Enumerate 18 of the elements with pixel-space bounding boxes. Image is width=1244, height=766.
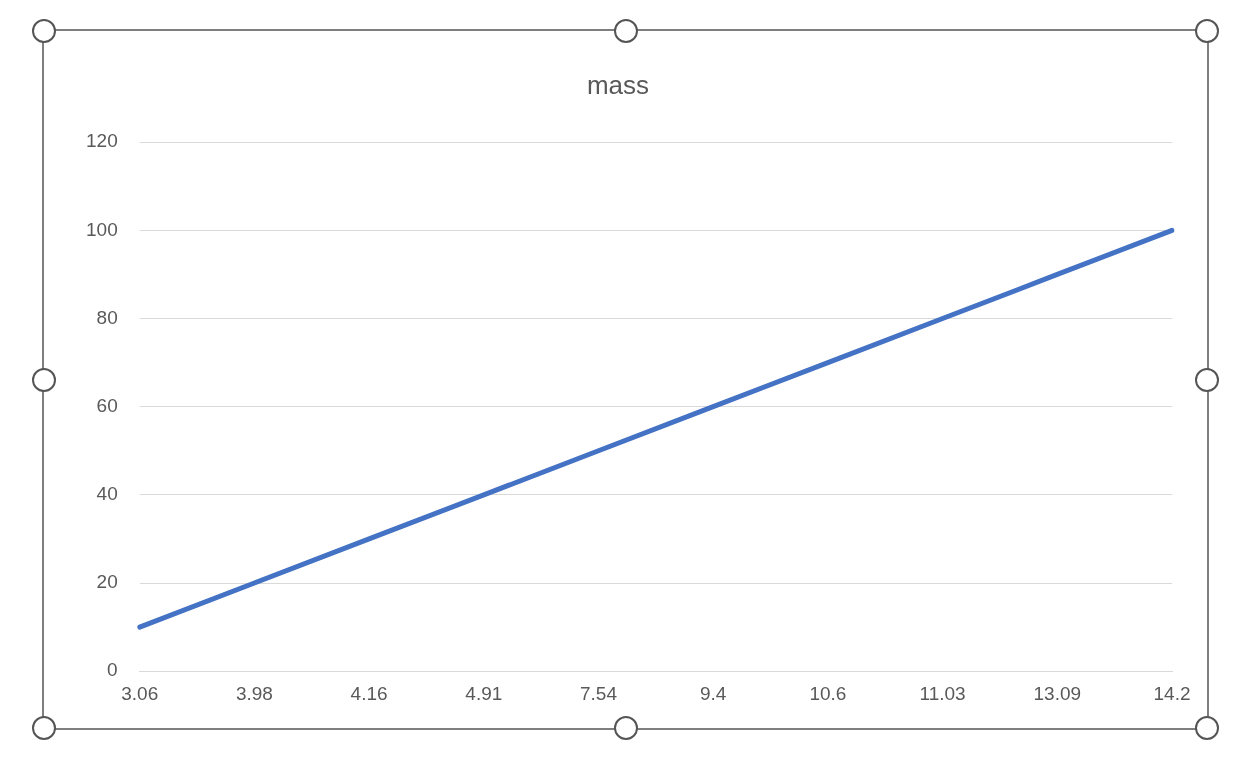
y-tick-label: 0 — [107, 659, 118, 681]
y-tick-label: 100 — [86, 218, 118, 240]
x-tick-label: 4.91 — [465, 682, 503, 704]
x-tick-label: 9.4 — [699, 682, 727, 704]
x-tick-label: 13.09 — [1033, 682, 1082, 704]
x-tick-label: 11.03 — [919, 682, 966, 704]
chart-title: mass — [586, 69, 650, 100]
y-tick-label: 60 — [96, 394, 118, 416]
x-tick-label: 3.06 — [121, 682, 159, 704]
y-tick-label: 80 — [96, 306, 118, 328]
x-tick-label: 7.54 — [580, 682, 618, 704]
x-tick-label: 10.6 — [809, 682, 847, 704]
y-tick-label: 20 — [96, 571, 118, 593]
y-tick-label: 40 — [96, 483, 118, 505]
y-tick-label: 120 — [86, 130, 118, 152]
x-tick-label: 3.98 — [235, 682, 273, 704]
x-tick-label: 4.16 — [350, 682, 388, 704]
x-tick-label: 14.2 — [1153, 682, 1191, 704]
